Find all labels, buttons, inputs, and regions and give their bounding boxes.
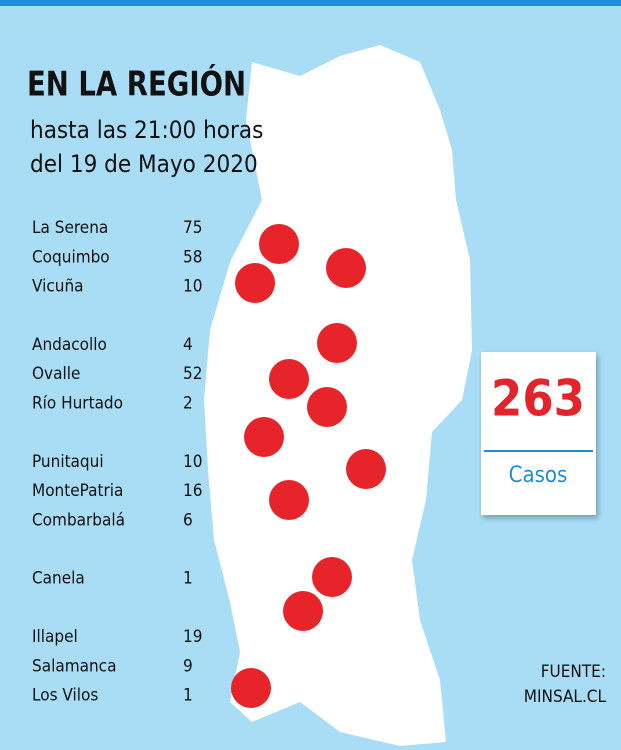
- marker: [317, 323, 357, 363]
- commune-name: Ovalle: [32, 364, 80, 384]
- commune-name: Canela: [32, 569, 85, 589]
- commune-name: Los Vilos: [32, 686, 98, 706]
- commune-name: Illapel: [32, 627, 78, 647]
- marker: [312, 557, 352, 597]
- total-label: Casos: [509, 463, 568, 488]
- title: EN LA REGIÓN: [27, 63, 246, 104]
- commune-cases: 58: [183, 247, 202, 267]
- commune-cases: 2: [183, 394, 193, 414]
- marker: [269, 359, 309, 399]
- marker: [244, 417, 284, 457]
- commune-name: Andacollo: [32, 335, 107, 355]
- marker: [346, 449, 386, 489]
- commune-cases: 19: [183, 627, 202, 647]
- marker: [259, 224, 299, 264]
- marker: [231, 668, 271, 708]
- commune-name: Vicuña: [32, 277, 84, 297]
- commune-name: Punitaqui: [32, 452, 104, 472]
- top-bar: [0, 0, 621, 6]
- commune-name: Combarbalá: [32, 510, 125, 530]
- commune-cases: 4: [183, 335, 193, 355]
- commune-list: La Serena 75 Coquimbo 58 Vicuña 10 Andacollo 4 O…: [32, 218, 202, 706]
- commune-cases: 52: [183, 364, 202, 384]
- commune-cases: 1: [183, 686, 193, 706]
- commune-name: Río Hurtado: [32, 394, 123, 414]
- commune-name: Coquimbo: [32, 247, 110, 267]
- marker: [269, 480, 309, 520]
- commune-cases: 10: [183, 452, 202, 472]
- commune-cases: 10: [183, 277, 202, 297]
- commune-cases: 75: [183, 218, 202, 238]
- marker: [283, 591, 323, 631]
- commune-cases: 16: [183, 481, 202, 501]
- marker: [235, 263, 275, 303]
- total-box: [481, 352, 596, 515]
- source: FUENTE:: [541, 662, 606, 682]
- markers: [231, 224, 386, 708]
- commune-cases: 9: [183, 656, 193, 676]
- marker: [326, 248, 366, 288]
- subtitle: del 19 de Mayo 2020: [30, 150, 258, 178]
- commune-name: La Serena: [32, 218, 108, 238]
- marker: [307, 387, 347, 427]
- total-value: 263: [491, 370, 585, 428]
- commune-cases: 6: [183, 510, 193, 530]
- commune-name: Salamanca: [32, 656, 116, 676]
- commune-name: MontePatria: [32, 481, 123, 501]
- source: MINSAL.CL: [524, 687, 607, 707]
- subtitle: hasta las 21:00 horas: [30, 116, 263, 144]
- commune-cases: 1: [183, 569, 193, 589]
